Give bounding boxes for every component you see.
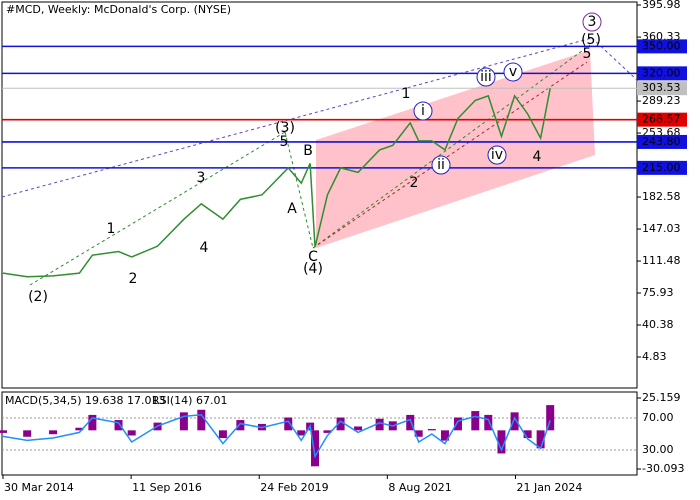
level-label: 215.00: [642, 161, 681, 174]
y-tick-label: 395.98: [642, 0, 681, 11]
level-tag: [637, 66, 687, 81]
level-tag: [637, 134, 687, 149]
wave-label: 5: [280, 134, 289, 150]
macd-bar: [284, 417, 293, 431]
macd-bar: [323, 430, 332, 433]
y-tick-label: 75.93: [642, 286, 674, 299]
wave-circle: [582, 12, 602, 32]
wave-label: B: [303, 143, 313, 159]
x-tick-label: 24 Feb 2019: [260, 481, 328, 494]
macd-bar: [297, 430, 306, 436]
rsi-label: RSI(14) 67.01: [152, 394, 227, 407]
wave-label: 2: [410, 175, 419, 191]
macd-bar: [427, 429, 436, 431]
macd-bar: [414, 430, 423, 437]
macd-bar: [536, 430, 545, 449]
macd-bar: [453, 417, 462, 431]
wave-circle: [476, 67, 496, 87]
level-label: 303.53: [642, 81, 681, 94]
wave-label: (3): [275, 120, 295, 136]
macd-bar: [197, 409, 206, 431]
level-label: 350.00: [642, 39, 681, 52]
macd-bar: [75, 427, 84, 431]
wave-line: [312, 61, 588, 249]
wave-circle: [431, 155, 451, 175]
price-line: [2, 88, 551, 278]
y-tick-label: 289.23: [642, 94, 681, 107]
macd-bar: [406, 414, 415, 431]
macd-bar: [471, 411, 480, 431]
macd-bar: [236, 420, 245, 431]
y-tick-label: 182.58: [642, 190, 681, 203]
macd-bar: [497, 430, 506, 454]
y-tick-label: -30.093: [642, 462, 684, 475]
macd-bar: [49, 430, 58, 435]
macd-bar: [440, 430, 449, 441]
macd-label: MACD(5,34,5) 19.638 17.013: [5, 394, 166, 407]
macd-bar: [88, 414, 97, 431]
wave-label: 3: [197, 170, 206, 186]
wave-label: 4: [200, 240, 209, 256]
macd-bar: [354, 426, 363, 431]
y2-tick-label: 30.00: [642, 443, 674, 456]
wave-circle: [413, 101, 433, 121]
wave-label: (4): [303, 261, 323, 277]
y-tick-label: 147.03: [642, 222, 681, 235]
wave-label: 3: [588, 14, 597, 30]
x-tick-label: 30 Mar 2014: [4, 481, 74, 494]
wave-label: 1: [107, 221, 116, 237]
macd-bar: [375, 418, 384, 431]
macd-bar: [179, 412, 188, 431]
macd-bar: [523, 430, 532, 439]
wave-label: 5: [583, 46, 592, 62]
macd-bar: [310, 430, 319, 467]
wave-label: C: [308, 249, 318, 265]
level-label: 268.57: [642, 113, 681, 126]
wave-label: (5): [581, 32, 601, 48]
level-tag: [637, 160, 687, 175]
x-tick-label: 21 Jan 2024: [516, 481, 582, 494]
level-label: 320.00: [642, 66, 681, 79]
level-tag: [637, 112, 687, 127]
macd-bar: [127, 430, 136, 436]
wave-label: (2): [28, 289, 48, 305]
level-label: 243.80: [642, 135, 681, 148]
wave-circle: [487, 145, 507, 165]
wave-label: A: [287, 201, 297, 217]
level-tag: [637, 39, 687, 54]
macd-bar: [510, 412, 519, 431]
wave-label: v: [509, 64, 517, 80]
wave-label: i: [421, 103, 425, 119]
macd-bar: [484, 414, 493, 431]
trend-line: [591, 37, 638, 81]
wave-label: iv: [491, 147, 503, 163]
y-tick-label: 111.48: [642, 254, 681, 267]
wave-label: 1: [402, 86, 411, 102]
y-tick-label: 40.38: [642, 318, 674, 331]
wave-circle: [503, 62, 523, 82]
price-channel: [316, 50, 595, 248]
macd-bar: [0, 430, 8, 433]
macd-bar: [23, 430, 32, 437]
macd-bar: [546, 405, 555, 431]
level-tag: [637, 81, 687, 96]
y2-tick-label: 70.00: [642, 411, 674, 424]
wave-label: iii: [480, 69, 492, 85]
x-tick-label: 11 Sep 2016: [132, 481, 202, 494]
wave-line: [29, 131, 286, 286]
wave-line: [284, 131, 314, 249]
macd-bar: [218, 430, 227, 439]
wave-label: 2: [129, 271, 138, 287]
wave-label: 4: [533, 149, 542, 165]
chart-title: #MCD, Weekly: McDonald's Corp. (NYSE): [6, 3, 231, 16]
rsi-line: [2, 414, 551, 459]
y-tick-label: 25.159: [642, 391, 681, 404]
y-tick-label: 4.83: [642, 350, 667, 363]
x-tick-label: 8 Aug 2021: [388, 481, 451, 494]
macd-bar: [336, 417, 345, 431]
macd-bar: [114, 420, 123, 431]
wave-label: ii: [437, 157, 445, 173]
